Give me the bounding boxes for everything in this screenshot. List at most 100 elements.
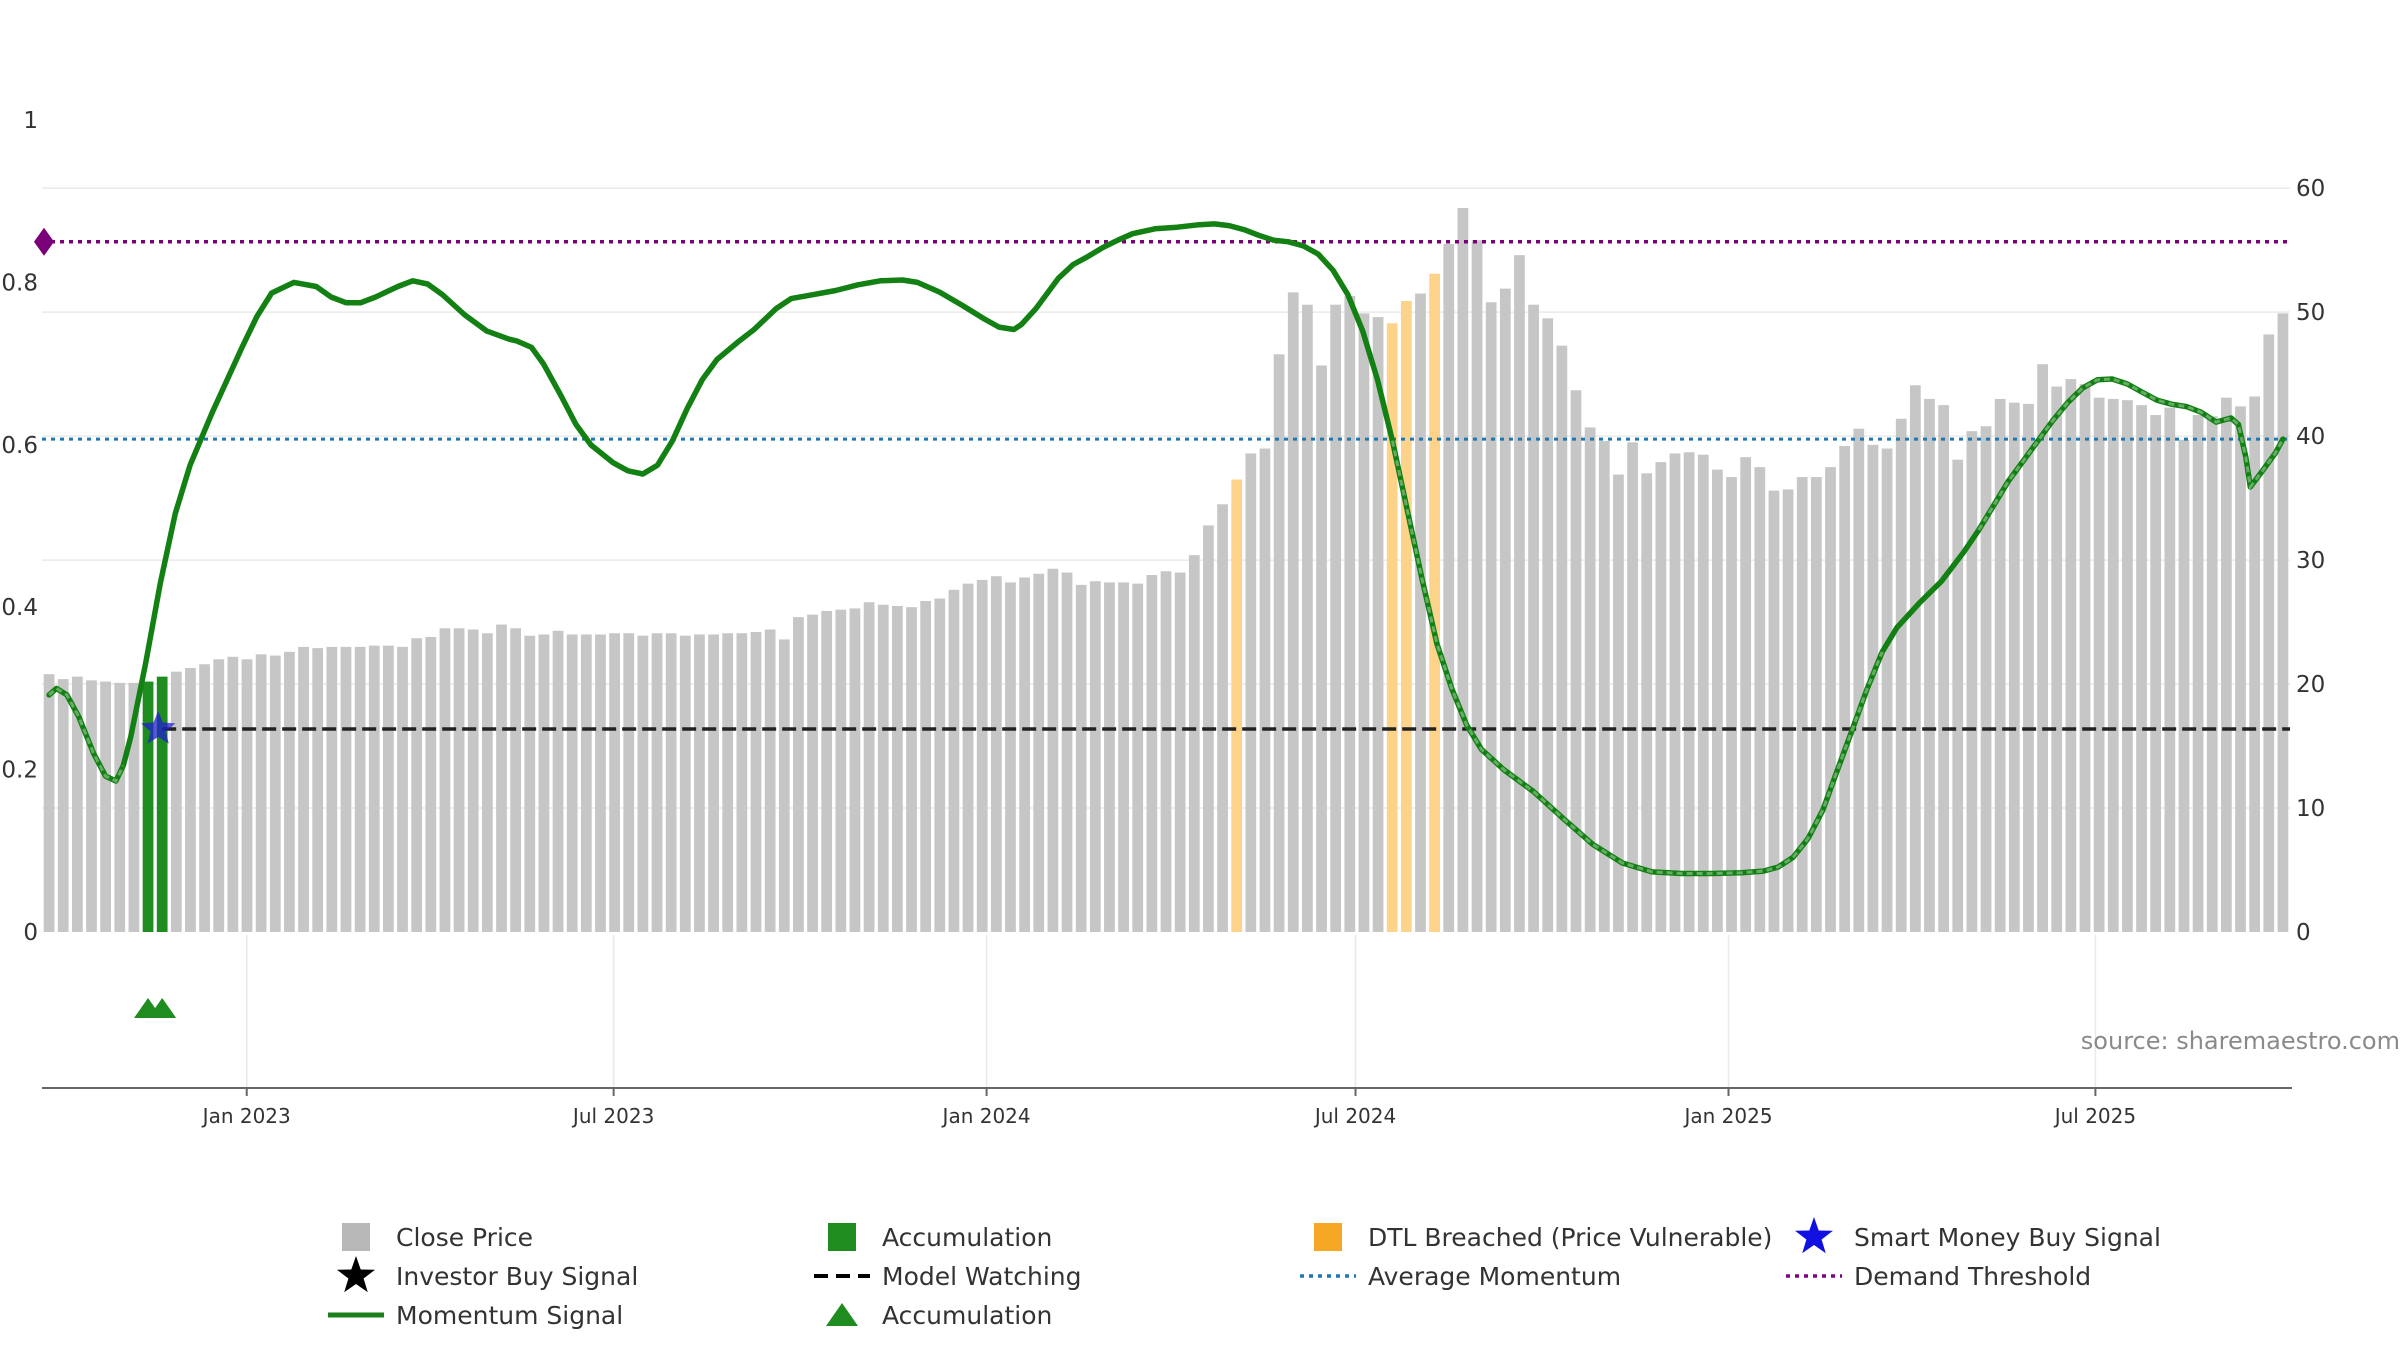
close-price-bar [128, 682, 140, 932]
accumulation-bar [156, 676, 168, 932]
axes: Jan 2023 Jul 2023 Jan 2024 Jul 2024 Jan 2025… [1, 108, 2325, 1128]
close-price-bar [2235, 406, 2246, 932]
close-price-bar [71, 676, 83, 932]
right-tick-label: 50 [2296, 300, 2325, 326]
momentum-signal-faded-segment [1977, 377, 2285, 531]
dtl-breached-bar [1231, 479, 1243, 932]
legend-star-icon [1795, 1217, 1833, 1254]
close-price-bar [312, 648, 324, 932]
legend-label: Accumulation [882, 1223, 1052, 1252]
close-price-bar [863, 602, 875, 932]
accumulation-triangle [148, 998, 177, 1018]
close-price-bar [453, 628, 465, 932]
close-price-bar [1669, 453, 1681, 932]
close-price-bar [1316, 365, 1327, 932]
close-price-bar [1118, 582, 1129, 932]
close-price-bar [326, 646, 338, 932]
close-price-bar [1655, 462, 1667, 932]
close-price-bar [383, 645, 394, 932]
legend-item: Accumulation [826, 1301, 1052, 1330]
legend-item: Demand Threshold [1786, 1262, 2091, 1291]
close-price-bar [481, 633, 493, 932]
close-price-bar [1966, 431, 1978, 932]
right-tick-label: 20 [2296, 672, 2325, 698]
close-price-bar [57, 679, 69, 932]
right-tick-label: 30 [2296, 548, 2325, 574]
close-price-bar [241, 659, 253, 932]
close-price-bar [679, 635, 691, 932]
close-price-bar [2008, 402, 2020, 932]
close-price-bar [2065, 379, 2077, 932]
close-price-bar [1514, 255, 1525, 933]
close-price-bar [1641, 473, 1653, 932]
close-price-bar [849, 608, 861, 932]
left-tick-label: 0.6 [1, 433, 38, 459]
momentum-signal-faded-segment [1390, 440, 1884, 875]
close-price-bar [623, 633, 635, 932]
close-price-bar [722, 633, 734, 932]
close-price-bar [170, 671, 182, 932]
close-price-bar [609, 633, 620, 932]
legend-label: Smart Money Buy Signal [1854, 1223, 2161, 1252]
close-price-bar [1372, 317, 1384, 932]
x-tick-label: Jan 2025 [1682, 1104, 1772, 1128]
close-price-bar [1839, 446, 1851, 932]
legend-label: DTL Breached (Price Vulnerable) [1368, 1223, 1772, 1252]
legend-item: Investor Buy Signal [337, 1256, 638, 1293]
close-price-bar [1344, 296, 1356, 933]
close-price-bar [920, 601, 932, 932]
right-tick-label: 10 [2296, 796, 2325, 822]
close-price-bar [637, 635, 649, 932]
legend-square-swatch [1314, 1223, 1342, 1251]
close-price-bar [877, 604, 889, 932]
close-price-bar [1556, 345, 1568, 933]
close-price-bars [43, 208, 2289, 933]
close-price-bar [269, 655, 281, 932]
momentum-signal-faded-segment [48, 686, 125, 783]
signal-markers [34, 227, 177, 1018]
close-price-bar [255, 654, 267, 932]
legend-label: Accumulation [882, 1301, 1052, 1330]
close-price-bar [1782, 489, 1794, 932]
close-price-bar [43, 674, 55, 932]
close-price-bar [1104, 582, 1115, 932]
close-price-bar [1061, 572, 1073, 932]
smart-money-buy-star [141, 711, 176, 744]
close-price-bar [1358, 313, 1370, 933]
legend-item: Smart Money Buy Signal [1795, 1217, 2161, 1254]
close-price-bar [1443, 243, 1455, 932]
close-price-bar [354, 646, 366, 932]
close-price-bar [1174, 572, 1186, 932]
left-tick-label: 0.8 [1, 270, 38, 296]
close-price-bar [736, 633, 748, 932]
close-price-bar [439, 628, 451, 932]
close-price-bar [1146, 574, 1158, 932]
close-price-bar [1005, 582, 1016, 932]
close-price-bar [2107, 398, 2119, 933]
close-price-bar [906, 607, 917, 932]
chart-legend: Close Price Investor Buy Signal Momentum S… [328, 1217, 2161, 1330]
close-price-bar [1019, 577, 1030, 932]
close-price-bar [2192, 415, 2204, 932]
legend-triangle-icon [826, 1303, 858, 1326]
close-price-bar [2249, 396, 2261, 932]
close-price-bar [368, 645, 380, 932]
close-price-bar [397, 646, 408, 932]
close-price-bar [2164, 407, 2176, 933]
close-price-bar [821, 610, 833, 932]
legend-star-icon [337, 1256, 375, 1293]
left-tick-label: 0 [23, 920, 38, 946]
close-price-bar [1132, 583, 1144, 932]
close-price-bar [100, 681, 111, 932]
dtl-breached-bar [1400, 300, 1412, 932]
close-price-bar [1542, 318, 1554, 932]
close-price-bar [1924, 398, 1935, 933]
close-price-bar [793, 617, 804, 932]
close-price-bar [467, 629, 479, 932]
close-price-bar [213, 659, 225, 932]
close-price-bar [1273, 354, 1285, 933]
close-price-bar [835, 609, 847, 932]
legend-label: Average Momentum [1368, 1262, 1621, 1291]
close-price-bar [651, 633, 663, 932]
close-price-bar [2277, 313, 2289, 933]
